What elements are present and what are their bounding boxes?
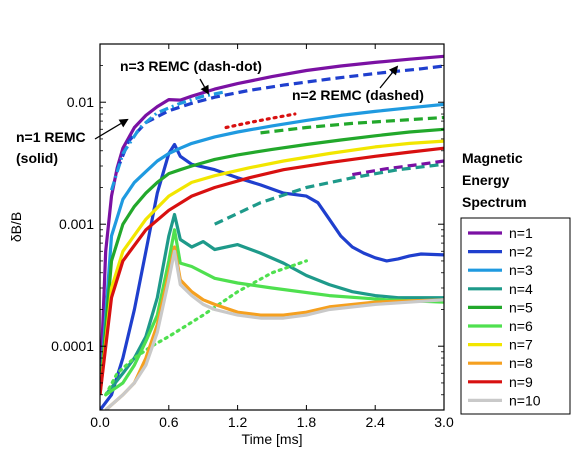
y-axis: 0.0001 0.001 0.01 xyxy=(51,43,444,411)
x-tick-label: 0.0 xyxy=(90,414,110,430)
legend-title: Energy xyxy=(462,172,510,188)
annotation-arrowhead xyxy=(388,65,399,76)
series-line-n-3 xyxy=(100,102,444,395)
series-line-n-8 xyxy=(104,245,444,410)
legend-title: Spectrum xyxy=(462,194,527,210)
legend: Magnetic Energy Spectrum n=1 n=2 n=3 n=4 n=5 n=6… xyxy=(460,150,571,415)
x-tick-label: 3.0 xyxy=(434,414,454,430)
legend-label-n-8: n=8 xyxy=(509,355,533,371)
x-tick-label: 1.2 xyxy=(228,414,248,430)
annotation-text: n=1 REMC xyxy=(16,129,86,145)
x-axis: 0.0 0.6 1.2 1.8 2.4 3.0 xyxy=(90,44,454,430)
series-layer xyxy=(100,54,444,410)
series-line-n-5-remc-dashed xyxy=(260,115,444,135)
annotation-arrowhead xyxy=(118,118,129,128)
legend-title: Magnetic xyxy=(462,150,523,166)
series-line-n-6-remc-dotted xyxy=(104,259,308,397)
y-axis-label: δB/B xyxy=(8,212,24,242)
legend-label-n-5: n=5 xyxy=(509,299,533,315)
y-tick-label: 0.001 xyxy=(59,216,94,232)
legend-label-n-9: n=9 xyxy=(509,374,533,390)
legend-label-n-1: n=1 xyxy=(509,225,533,241)
annotation-text: n=3 REMC (dash-dot) xyxy=(120,58,262,74)
series-line-n-2 xyxy=(100,142,444,410)
x-tick-label: 1.8 xyxy=(297,414,317,430)
x-tick-label: 2.4 xyxy=(365,414,385,430)
y-tick-label: 0.01 xyxy=(67,94,94,110)
series-line-n-1-remc-dashed xyxy=(352,159,444,177)
x-axis-label: Time [ms] xyxy=(242,431,303,447)
annotation-text: n=2 REMC (dashed) xyxy=(292,87,424,103)
legend-label-n-2: n=2 xyxy=(509,244,533,260)
y-tick-label: 0.0001 xyxy=(51,338,94,354)
legend-label-n-7: n=7 xyxy=(509,337,533,353)
series-line-n-9-remc-dotted xyxy=(224,112,297,130)
series-line-n-3-remc-dash-dot xyxy=(109,90,227,191)
series-line-n-2-remc-dashed xyxy=(115,64,444,171)
series-line-n-10 xyxy=(104,249,444,410)
legend-label-n-3: n=3 xyxy=(509,262,533,278)
legend-label-n-6: n=6 xyxy=(509,318,533,334)
legend-label-n-4: n=4 xyxy=(509,281,533,297)
series-line-n-7 xyxy=(100,139,444,395)
series-line-n-6 xyxy=(104,228,444,397)
annotation-arrow xyxy=(379,72,393,89)
x-tick-label: 0.6 xyxy=(159,414,179,430)
annotations: n=3 REMC (dash-dot) n=2 REMC (dashed) n=1 … xyxy=(16,58,424,166)
series-line-n-4-remc-dashed xyxy=(214,162,444,226)
annotation-arrow xyxy=(94,122,122,140)
plot-frame xyxy=(99,43,445,411)
series-line-n-4 xyxy=(104,212,444,396)
annotation-arrowhead xyxy=(200,84,209,95)
series-line-n-9 xyxy=(100,146,444,395)
annotation-arrow xyxy=(199,78,206,88)
legend-label-n-10: n=10 xyxy=(509,392,541,408)
series-line-n-5 xyxy=(100,127,444,395)
annotation-text: (solid) xyxy=(16,150,58,166)
